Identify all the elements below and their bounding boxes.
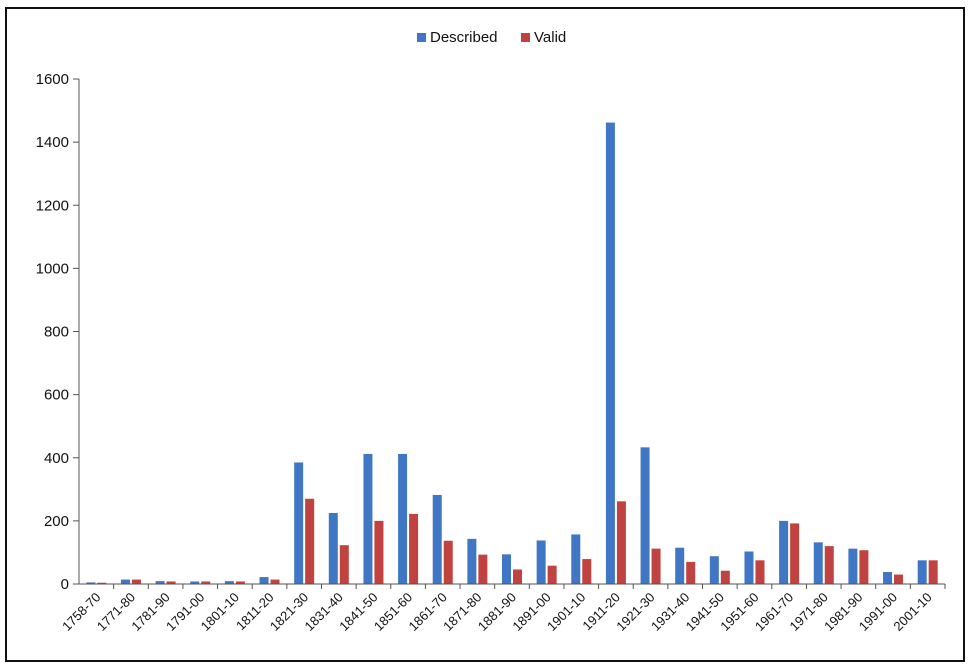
bar-valid-1901-10 [582,559,592,584]
bar-valid-1911-20 [616,501,626,584]
bar-valid-1811-20 [270,579,280,584]
bar-described-1758-70 [86,582,96,584]
bar-described-1791-00 [190,581,200,584]
bar-valid-1931-40 [686,561,696,584]
bar-valid-1831-40 [339,545,349,584]
legend: Described Valid [417,29,566,46]
bar-valid-2001-10 [928,560,938,584]
y-axis: 0 200 400 600 800 1000 1200 1400 1600 [36,71,80,593]
bar-valid-1981-90 [859,550,869,584]
bar-described-1921-30 [640,447,650,584]
bar-valid-1971-80 [824,546,834,584]
y-tick-label: 1000 [36,260,69,277]
y-tick-label: 1400 [36,134,69,151]
bar-valid-1921-30 [651,548,661,584]
bar-described-1891-00 [536,540,546,584]
bar-described-1991-00 [883,572,893,584]
bar-described-1931-40 [675,547,685,584]
bar-valid-1991-00 [894,574,904,584]
chart-frame [5,7,965,662]
bar-valid-1801-10 [235,581,245,584]
bar-described-1901-10 [571,534,581,584]
bar-described-2001-10 [917,560,927,584]
bar-valid-1851-60 [409,513,419,584]
bar-valid-1821-30 [305,498,315,584]
bar-valid-1871-80 [478,554,488,584]
y-tick-label: 600 [44,387,69,404]
bar-described-1781-90 [155,581,165,584]
bar-valid-1771-80 [131,579,141,584]
bar-described-1961-70 [779,520,789,584]
x-tick-label: 1901-10 [544,590,588,634]
bar-described-1801-10 [224,581,234,584]
bar-valid-1881-90 [513,569,522,584]
legend-swatch-valid [521,33,530,42]
bar-described-1831-40 [328,512,338,584]
bar-described-1941-50 [709,556,719,584]
bar-valid-1891-00 [547,565,557,584]
y-tick-label: 0 [61,576,69,593]
bar-valid-1758-70 [97,582,107,584]
bar-valid-1791-00 [201,581,211,584]
bar-described-1771-80 [120,579,130,584]
bar-described-1951-60 [744,551,754,584]
bar-described-1851-60 [398,453,408,584]
bar-valid-1861-70 [443,540,453,584]
legend-label-valid: Valid [534,29,566,46]
bar-described-1881-90 [502,554,511,584]
bars [86,122,938,585]
x-tick-label: 2001-10 [890,590,934,634]
bar-described-1841-50 [363,453,373,584]
bar-described-1911-20 [605,122,615,585]
bar-valid-1781-90 [166,581,176,584]
x-tick-label: 1801-10 [198,590,242,634]
bar-valid-1941-50 [720,570,730,584]
bar-described-1871-80 [467,538,477,584]
y-tick-label: 200 [44,513,69,530]
y-tick-label: 400 [44,450,69,467]
y-tick-label: 800 [44,324,69,341]
bar-described-1861-70 [432,494,442,584]
bar-valid-1841-50 [374,520,384,584]
bar-valid-1961-70 [790,523,800,584]
bar-described-1821-30 [294,462,304,584]
bar-described-1811-20 [259,577,269,584]
bar-described-1971-80 [813,542,823,584]
x-axis: 1758-701771-801781-901791-001801-101811-… [59,583,946,634]
y-tick-label: 1200 [36,197,69,214]
y-tick-label: 1600 [36,71,69,88]
legend-label-described: Described [430,29,498,46]
bar-valid-1951-60 [755,560,765,584]
bar-described-1981-90 [848,548,858,584]
legend-swatch-described [417,33,426,42]
